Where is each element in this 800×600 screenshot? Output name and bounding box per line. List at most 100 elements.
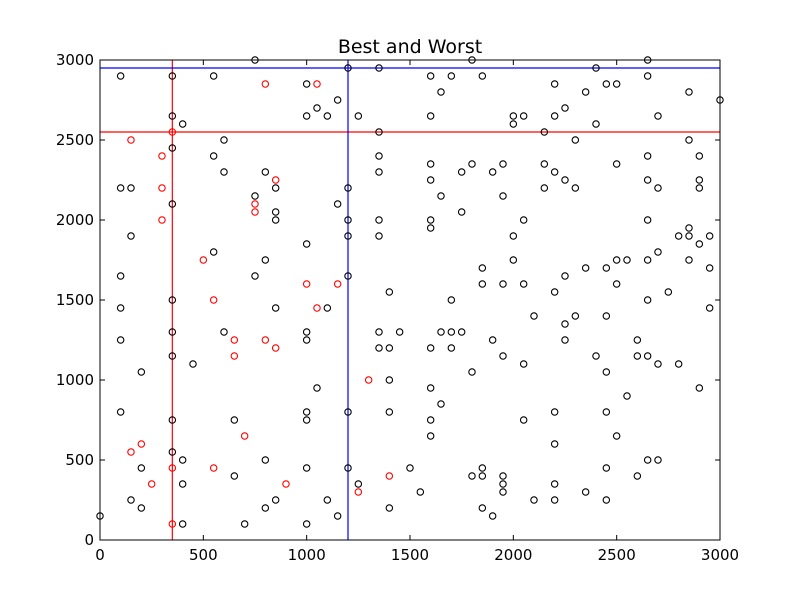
data-point <box>426 432 435 440</box>
data-point <box>530 312 538 320</box>
data-point <box>375 216 383 224</box>
data-point <box>633 336 642 344</box>
data-point <box>488 168 497 176</box>
data-point <box>251 272 259 280</box>
data-point <box>116 272 125 280</box>
data-point <box>178 120 187 128</box>
data-point <box>220 136 228 144</box>
data-point <box>602 496 611 504</box>
data-point <box>602 368 611 376</box>
data-point <box>271 304 280 312</box>
data-point <box>540 128 549 136</box>
data-point <box>519 360 528 368</box>
data-point <box>375 168 383 176</box>
data-point <box>519 416 528 424</box>
plot-area: 0 500 1000 1500 2000 2500 3000 0 500 1000 1500 2000… <box>56 51 739 564</box>
data-point <box>168 416 177 424</box>
data-point <box>271 216 280 224</box>
data-point <box>705 304 714 312</box>
data-point <box>643 152 652 160</box>
data-point <box>478 280 487 288</box>
data-point <box>302 80 311 88</box>
data-point <box>127 232 135 240</box>
data-point <box>261 168 270 176</box>
data-point <box>447 296 456 304</box>
data-point <box>592 120 600 128</box>
data-point <box>302 416 311 424</box>
data-point <box>550 408 559 416</box>
data-point <box>581 488 590 496</box>
data-point <box>344 464 352 472</box>
data-point <box>302 408 311 416</box>
data-point <box>354 488 363 496</box>
data-point <box>354 112 363 120</box>
data-point <box>333 96 342 104</box>
data-point <box>158 216 166 224</box>
data-point <box>674 232 683 240</box>
data-point <box>344 408 352 416</box>
data-point <box>643 256 652 264</box>
data-point <box>271 344 280 352</box>
data-point <box>437 400 445 408</box>
y-tick-label: 2000 <box>56 211 94 229</box>
data-point <box>220 168 228 176</box>
data-point <box>457 168 466 176</box>
data-point <box>168 448 177 456</box>
data-point <box>530 496 538 504</box>
data-point <box>592 64 600 72</box>
data-point <box>168 520 177 528</box>
data-point <box>437 88 445 96</box>
data-point <box>695 384 704 392</box>
data-point <box>581 264 590 272</box>
data-point <box>519 216 528 224</box>
x-tick-label: 500 <box>189 546 218 564</box>
data-point <box>375 232 383 240</box>
data-point <box>654 112 662 120</box>
data-point <box>509 112 518 120</box>
data-point <box>271 184 280 192</box>
x-tick-label: 2000 <box>494 546 532 564</box>
data-point <box>168 296 177 304</box>
data-point <box>127 496 135 504</box>
axes-background <box>100 60 720 540</box>
data-point <box>333 512 342 520</box>
data-point <box>561 272 569 280</box>
x-tick-label: 3000 <box>701 546 739 564</box>
data-point <box>313 104 321 112</box>
data-point <box>230 472 239 480</box>
data-point <box>602 464 611 472</box>
data-point <box>209 296 218 304</box>
data-point <box>695 184 704 192</box>
data-point <box>168 352 177 360</box>
data-point <box>116 72 125 80</box>
data-point <box>375 344 383 352</box>
data-point <box>209 248 218 256</box>
data-point <box>116 336 125 344</box>
data-point <box>602 264 611 272</box>
data-point <box>385 504 394 512</box>
data-point <box>468 368 476 376</box>
data-point <box>261 256 270 264</box>
data-point <box>127 136 135 144</box>
data-point <box>654 360 662 368</box>
data-point <box>385 376 394 384</box>
data-point <box>385 472 394 480</box>
data-point <box>561 104 569 112</box>
data-point <box>344 216 352 224</box>
data-point <box>592 352 600 360</box>
data-point <box>158 152 166 160</box>
data-point <box>261 504 270 512</box>
data-point <box>550 80 559 88</box>
data-point <box>633 472 642 480</box>
data-point <box>426 416 435 424</box>
data-point <box>199 256 208 264</box>
data-point <box>127 184 135 192</box>
data-point <box>457 328 466 336</box>
data-point <box>499 160 507 168</box>
data-point <box>571 184 580 192</box>
data-point <box>612 160 621 168</box>
data-point <box>344 184 352 192</box>
data-point <box>447 328 456 336</box>
data-point <box>230 336 239 344</box>
